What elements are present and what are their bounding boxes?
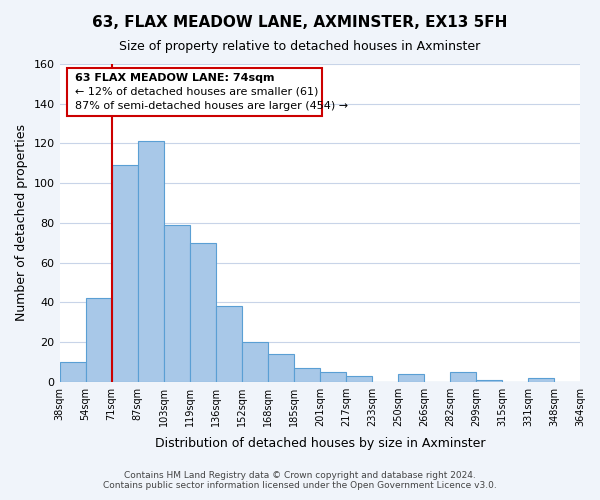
- Text: ← 12% of detached houses are smaller (61): ← 12% of detached houses are smaller (61…: [75, 87, 319, 97]
- Bar: [164, 225, 190, 382]
- Bar: [320, 372, 346, 382]
- Text: 63 FLAX MEADOW LANE: 74sqm: 63 FLAX MEADOW LANE: 74sqm: [75, 73, 275, 83]
- Text: Contains HM Land Registry data © Crown copyright and database right 2024.
Contai: Contains HM Land Registry data © Crown c…: [103, 470, 497, 490]
- Bar: [268, 354, 294, 382]
- X-axis label: Distribution of detached houses by size in Axminster: Distribution of detached houses by size …: [155, 437, 485, 450]
- Bar: [476, 380, 502, 382]
- Bar: [137, 142, 164, 382]
- Bar: [450, 372, 476, 382]
- Bar: [215, 306, 242, 382]
- Y-axis label: Number of detached properties: Number of detached properties: [15, 124, 28, 322]
- Bar: [59, 362, 86, 382]
- Bar: [528, 378, 554, 382]
- Bar: [398, 374, 424, 382]
- Text: 87% of semi-detached houses are larger (454) →: 87% of semi-detached houses are larger (…: [75, 100, 348, 110]
- Bar: [294, 368, 320, 382]
- Text: Size of property relative to detached houses in Axminster: Size of property relative to detached ho…: [119, 40, 481, 53]
- Bar: [190, 242, 215, 382]
- Bar: [112, 166, 137, 382]
- Text: 63, FLAX MEADOW LANE, AXMINSTER, EX13 5FH: 63, FLAX MEADOW LANE, AXMINSTER, EX13 5F…: [92, 15, 508, 30]
- FancyBboxPatch shape: [67, 68, 322, 116]
- Bar: [242, 342, 268, 382]
- Bar: [346, 376, 372, 382]
- Bar: [86, 298, 112, 382]
